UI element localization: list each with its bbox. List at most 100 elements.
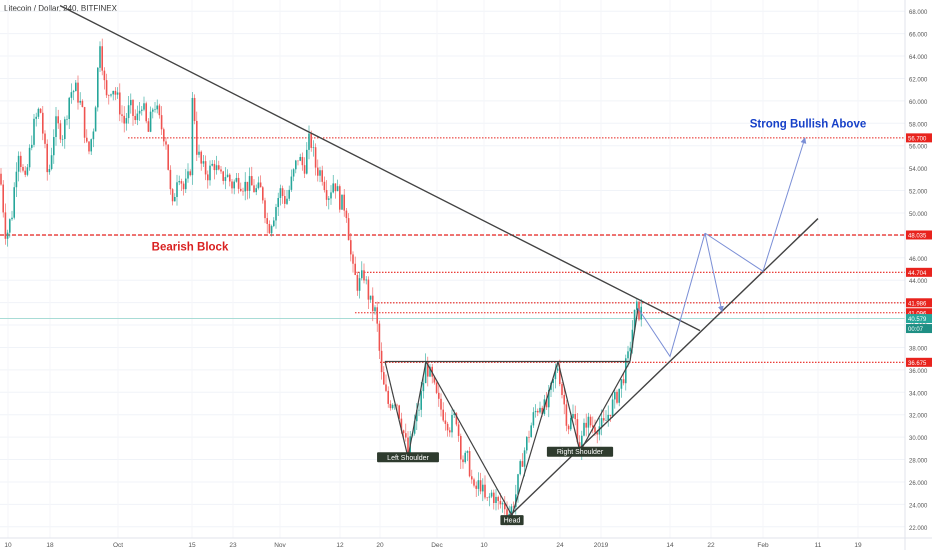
candle-body <box>105 80 108 96</box>
candle-body <box>66 119 68 120</box>
x-tick-label: 10 <box>4 542 12 549</box>
candle-body <box>537 410 539 413</box>
y-tick-label: 44.000 <box>909 279 928 285</box>
candle-body <box>28 147 31 168</box>
candle-body <box>622 379 625 384</box>
candle-body <box>413 421 416 434</box>
candle-body <box>521 461 524 467</box>
candle-body <box>279 188 282 198</box>
candle-body <box>53 137 55 156</box>
candle-body <box>464 452 466 463</box>
candle-body <box>229 174 231 182</box>
y-tick-label: 36.000 <box>909 369 928 375</box>
candle-body <box>211 163 213 166</box>
y-tick-label: 46.000 <box>909 257 928 263</box>
candle-body <box>253 185 255 193</box>
x-tick-label: 2019 <box>594 542 609 549</box>
candle-body <box>189 171 191 176</box>
candle-body <box>57 116 59 124</box>
candle-body <box>264 200 266 219</box>
candle-body <box>99 46 101 68</box>
candle-body <box>475 485 477 489</box>
candle-body <box>589 416 592 426</box>
candle-body <box>81 100 84 108</box>
level-label: 48.035 <box>908 233 927 239</box>
x-tick-label: 11 <box>815 542 822 549</box>
candle-body <box>552 379 554 383</box>
annotation-label: Right Shoulder <box>557 449 604 456</box>
candle-body <box>532 412 535 426</box>
candle-body <box>72 91 75 93</box>
candle-body <box>457 424 460 436</box>
candle-body <box>567 425 570 430</box>
candle-body <box>310 133 312 148</box>
candle-body <box>61 139 64 140</box>
candle-body <box>167 144 169 170</box>
pattern-line <box>425 361 513 516</box>
annotations: Strong Bullish Above Bearish Block Left Sh… <box>152 118 866 526</box>
candle-body <box>350 240 352 255</box>
candle-body <box>422 383 425 392</box>
candle-body <box>354 263 356 275</box>
candle-body <box>235 177 238 182</box>
candle-body <box>385 384 387 391</box>
candle-body <box>176 182 178 197</box>
candle-body <box>4 212 7 239</box>
y-tick-label: 54.000 <box>909 167 928 173</box>
y-axis: 22.000 24.000 26.000 28.000 30.000 32.000 34.0… <box>904 0 932 550</box>
candle-body <box>367 279 370 300</box>
candle-body <box>352 254 354 264</box>
candle-body <box>451 414 453 433</box>
candle-body <box>618 388 620 403</box>
candle-body <box>152 109 154 112</box>
candle-body <box>119 92 121 115</box>
candle-body <box>259 182 262 188</box>
candle-body <box>262 187 264 201</box>
candle-body <box>44 133 46 144</box>
projection-path <box>637 137 807 358</box>
candle-body <box>387 390 389 404</box>
candle-body <box>275 207 277 221</box>
candle-body <box>453 413 455 415</box>
candle-body <box>196 120 198 155</box>
candle-body <box>556 368 559 371</box>
candle-body <box>178 181 180 183</box>
candle-body <box>405 433 407 438</box>
candle-body <box>317 167 319 176</box>
candle-body <box>435 382 438 393</box>
candle-body <box>11 217 13 220</box>
trendline <box>509 218 819 517</box>
candle-body <box>576 419 579 443</box>
trendlines <box>59 4 819 517</box>
level-label-box <box>906 267 932 277</box>
candle-body <box>341 194 343 210</box>
candle-body <box>442 409 444 421</box>
level-label: 56.700 <box>908 136 927 142</box>
candle-body <box>132 99 134 116</box>
candle-body <box>0 173 2 185</box>
candle-body <box>127 105 130 119</box>
candle-body <box>636 301 638 310</box>
candle-body <box>242 190 244 192</box>
current-price-box <box>906 314 932 324</box>
candle-body <box>110 94 112 96</box>
candle-body <box>501 503 504 505</box>
candle-body <box>6 232 9 239</box>
candle-body <box>290 176 293 190</box>
candle-body <box>444 420 447 424</box>
candle-body <box>616 391 618 403</box>
x-tick-label: 24 <box>556 542 564 549</box>
candle-body <box>15 171 18 188</box>
candle-body <box>20 155 22 167</box>
candle-body <box>369 295 372 300</box>
pattern-line <box>557 361 581 452</box>
candle-body <box>429 366 431 377</box>
x-tick-label: Feb <box>757 542 769 549</box>
candle-body <box>343 194 345 211</box>
candle-body <box>198 151 200 155</box>
candle-body <box>319 170 321 176</box>
candle-body <box>145 103 147 122</box>
candle-body <box>158 105 161 116</box>
candle-body <box>136 113 139 121</box>
